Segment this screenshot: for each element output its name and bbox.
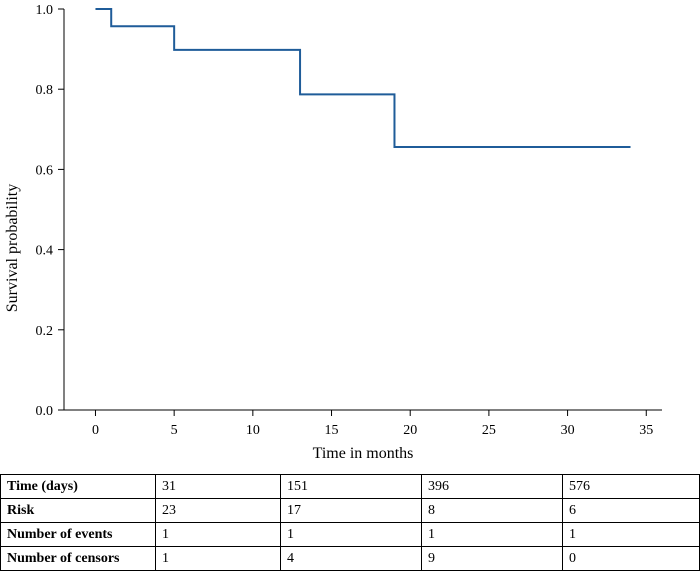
x-tick-label: 5 — [171, 423, 178, 438]
risk-table-body: Time (days) 31 151 396 576 Risk 23 17 8 6 Number o… — [0, 474, 700, 571]
axes — [63, 9, 662, 411]
risk-table-cell: 1 — [155, 546, 281, 571]
risk-table-row-label: Number of events — [0, 522, 156, 547]
risk-table-cell: 8 — [421, 498, 563, 523]
risk-table-cell: 1 — [562, 522, 700, 547]
x-tick-label: 0 — [92, 423, 99, 438]
x-tick-label: 35 — [639, 423, 653, 438]
y-tick-label: 0.6 — [36, 163, 54, 178]
risk-table-cell: 1 — [280, 522, 422, 547]
risk-table-cell: 4 — [280, 546, 422, 571]
y-tick-label: 1.0 — [36, 3, 54, 18]
risk-table-cell: 151 — [280, 474, 422, 499]
y-tick-label: 0.4 — [36, 244, 54, 259]
risk-table-cell: 23 — [155, 498, 281, 523]
risk-table-row: Time (days) 31 151 396 576 — [0, 474, 700, 499]
risk-table-cell: 1 — [421, 522, 563, 547]
x-axis-label: Time in months — [313, 445, 414, 462]
risk-table-row: Number of events 1 1 1 1 — [0, 522, 700, 547]
risk-table: Time (days) 31 151 396 576 Risk 23 17 8 6 Number o… — [0, 474, 700, 571]
survival-chart: 0 5 10 15 20 25 30 35 0.0 0.2 0.4 0.6 0.8 1.0 Time in… — [4, 3, 662, 462]
risk-table-row: Risk 23 17 8 6 — [0, 498, 700, 523]
y-axis-label: Survival probability — [4, 184, 21, 312]
risk-table-row: Number of censors 1 4 9 0 — [0, 546, 700, 571]
x-tick-label: 15 — [325, 423, 339, 438]
risk-table-cell: 31 — [155, 474, 281, 499]
x-tick-label: 25 — [482, 423, 496, 438]
x-tick-label: 20 — [403, 423, 417, 438]
risk-table-cell: 0 — [562, 546, 700, 571]
x-tick-label: 30 — [561, 423, 575, 438]
x-tick-label: 10 — [246, 423, 260, 438]
risk-table-row-label: Time (days) — [0, 474, 156, 499]
series — [95, 8, 631, 148]
survival-curve — [95, 8, 631, 148]
y-tick-label: 0.0 — [36, 404, 54, 419]
risk-table-cell: 576 — [562, 474, 700, 499]
ticks: 0 5 10 15 20 25 30 35 0.0 0.2 0.4 0.6 0.8 1.0 — [36, 3, 654, 438]
risk-table-cell: 396 — [421, 474, 563, 499]
y-tick-label: 0.2 — [36, 324, 54, 339]
risk-table-cell: 1 — [155, 522, 281, 547]
risk-table-cell: 9 — [421, 546, 563, 571]
risk-table-row-label: Risk — [0, 498, 156, 523]
risk-table-row-label: Number of censors — [0, 546, 156, 571]
risk-table-cell: 17 — [280, 498, 422, 523]
risk-table-cell: 6 — [562, 498, 700, 523]
y-tick-label: 0.8 — [36, 83, 54, 98]
